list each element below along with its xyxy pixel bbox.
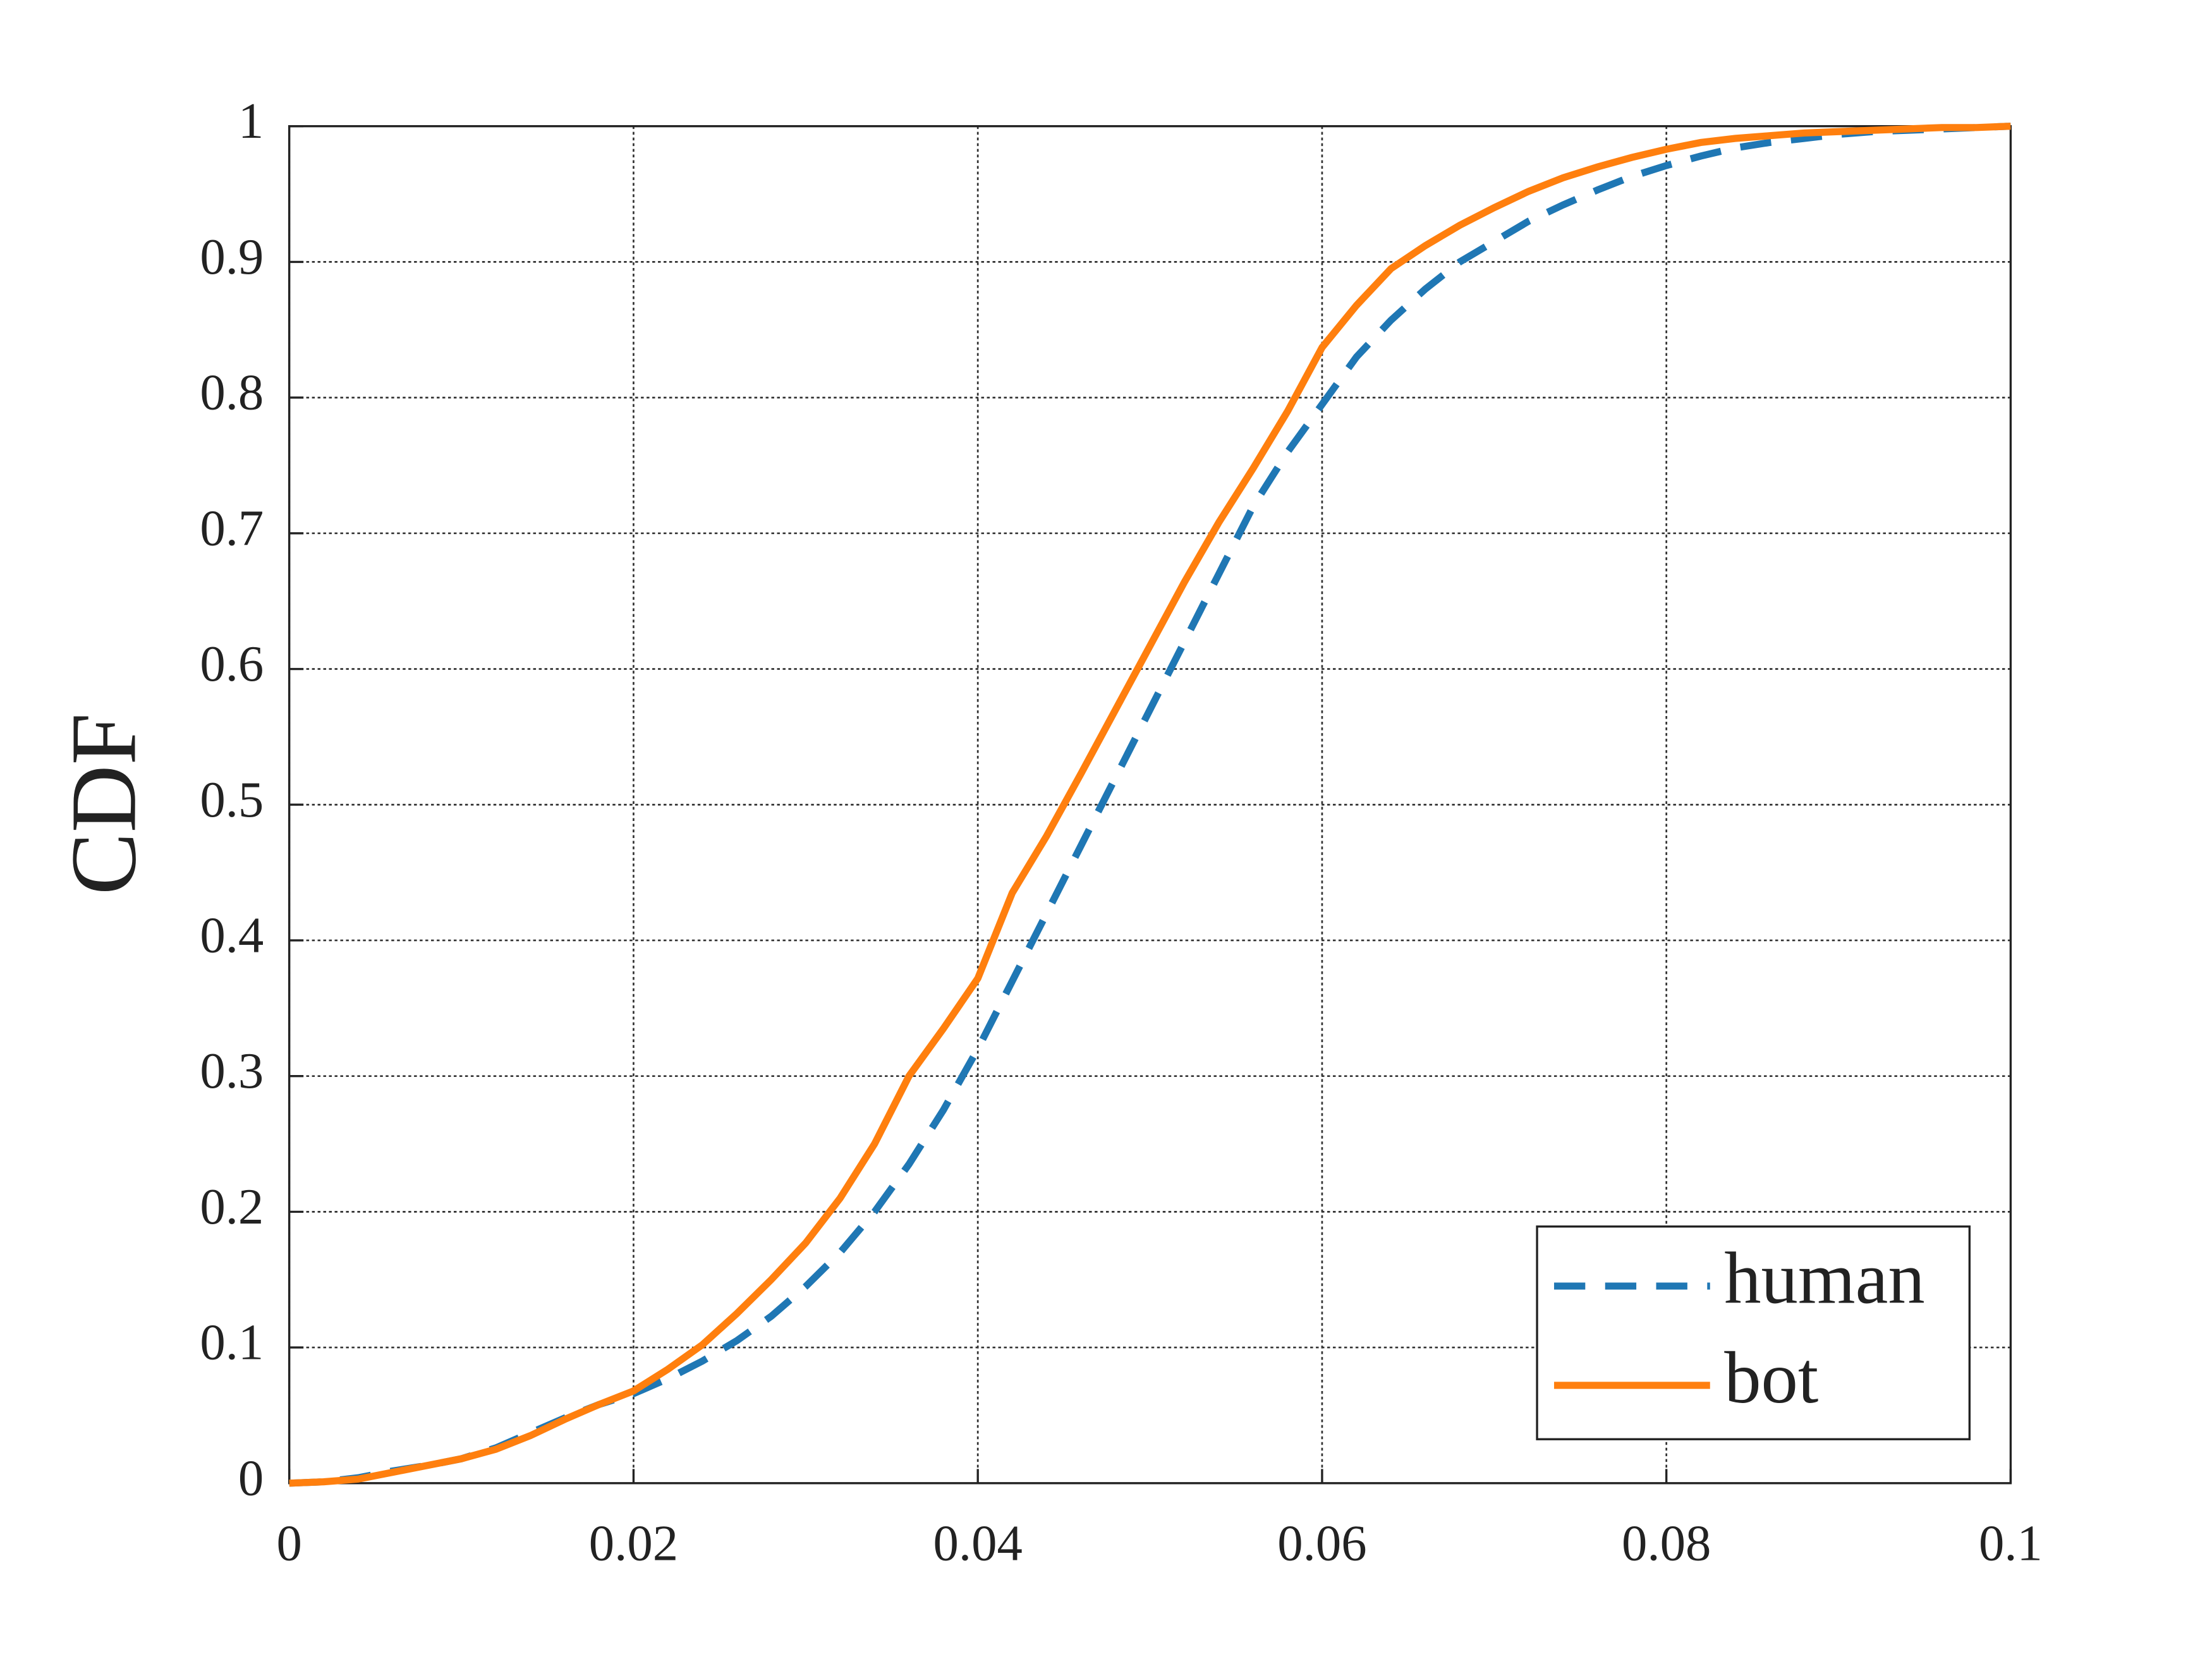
legend-label: human [1724, 1238, 1925, 1320]
y-tick-label: 0.5 [200, 772, 264, 828]
y-tick-label: 0 [238, 1450, 264, 1506]
y-tick-label: 0.3 [200, 1043, 264, 1099]
y-tick-label: 0.2 [200, 1179, 264, 1235]
x-tick-label: 0 [277, 1516, 302, 1572]
legend-box [1536, 1225, 1971, 1440]
y-axis-label: CDF [52, 713, 155, 895]
legend-label: bot [1724, 1337, 1818, 1419]
y-tick-label: 0.1 [200, 1315, 264, 1371]
y-tick-label: 0.6 [200, 636, 264, 692]
plot-frame [288, 125, 2012, 1485]
x-tick-label: 0.02 [589, 1516, 678, 1572]
y-tick-label: 0.4 [200, 907, 264, 963]
legend: human bot [1536, 1225, 1971, 1440]
y-tick-label: 0.9 [200, 229, 264, 285]
y-tick-label: 0.7 [200, 500, 264, 556]
x-tick-label: 0.06 [1277, 1516, 1366, 1572]
series-line [289, 123, 2011, 1487]
y-tick-label: 1 [238, 93, 264, 149]
y-tick-label: 0.8 [200, 365, 264, 421]
x-tick-label: 0.08 [1622, 1516, 1711, 1572]
x-tick-label: 0.04 [933, 1516, 1023, 1572]
x-tick-label: 0.1 [1979, 1516, 2043, 1572]
series-line [289, 123, 2011, 1487]
